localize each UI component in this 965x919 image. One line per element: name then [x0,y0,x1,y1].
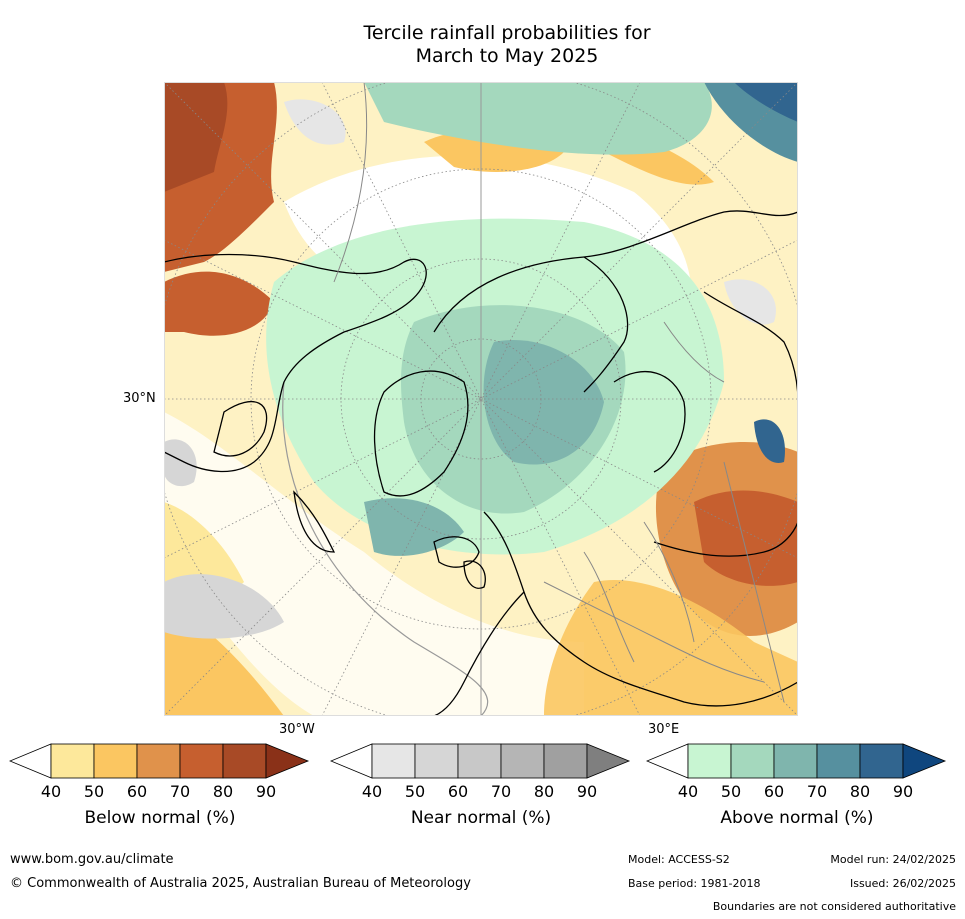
website-link[interactable]: www.bom.gov.au/climate [10,852,174,867]
colorbar-segment [687,743,732,779]
colorbar-tick-label: 90 [576,782,598,801]
colorbar-segment [816,743,861,779]
colorbar-extend-low [9,743,52,779]
colorbar-segment [457,743,502,779]
colorbar-tick-label: 70 [806,782,828,801]
model-run-text: Model run: 24/02/2025 [830,853,956,866]
colorbar-tick-label: 40 [40,782,62,801]
colorbar-extend-low [646,743,689,779]
map-title-line2: March to May 2025 [415,45,599,67]
colorbar-tick-label: 60 [126,782,148,801]
colorbar-segment [730,743,775,779]
copyright-text: © Commonwealth of Australia 2025, Austra… [10,876,471,891]
colorbar-segment [773,743,818,779]
near-normal-title: Near normal (%) [410,808,552,828]
colorbar-tick-label: 90 [892,782,914,801]
colorbar-tick-label: 80 [533,782,555,801]
near-normal-colorbar [330,743,632,779]
model-text: Model: ACCESS-S2 [628,853,730,866]
colorbar-tick-label: 50 [83,782,105,801]
above-normal-title: Above normal (%) [720,808,874,828]
colorbar-tick-label: 40 [677,782,699,801]
below-normal-title: Below normal (%) [84,808,236,828]
colorbar-extend-high [586,743,631,779]
colorbar-tick-label: 70 [169,782,191,801]
colorbar-tick-label: 60 [447,782,469,801]
colorbar-segment [543,743,588,779]
colorbar-tick-label: 60 [763,782,785,801]
colorbar-tick-label: 70 [490,782,512,801]
colorbar-tick-label: 50 [720,782,742,801]
colorbar-segment [179,743,224,779]
colorbar-extend-low [330,743,373,779]
colorbar-tick-label: 40 [361,782,383,801]
colorbar-extend-high [265,743,310,779]
colorbar-segment [136,743,181,779]
lon-30e-label: 30°E [648,722,680,737]
colorbar-tick-label: 90 [255,782,277,801]
colorbar-tick-label: 80 [212,782,234,801]
coastlines [164,210,798,716]
colorbar-segment [414,743,459,779]
disclaimer-text: Boundaries are not considered authoritat… [712,900,956,913]
above-normal-colorbar [646,743,948,779]
issued-text: Issued: 26/02/2025 [849,877,956,890]
colorbar-tick-label: 80 [849,782,871,801]
colorbar-segment [371,743,416,779]
colorbar-segment [222,743,267,779]
colorbar-segment [93,743,138,779]
colorbar-segment [859,743,904,779]
base-period-text: Base period: 1981-2018 [628,877,761,890]
colorbar-segment [500,743,545,779]
map-title-line1: Tercile rainfall probabilities for [363,22,651,44]
country-boundaries [333,82,785,703]
lat-30n-label: 30°N [123,391,156,406]
colorbar-extend-high [902,743,947,779]
colorbar-segment [50,743,95,779]
colorbar-tick-label: 50 [404,782,426,801]
lon-30w-label: 30°W [279,722,315,737]
rainfall-probability-map [164,82,798,716]
below-normal-colorbar [9,743,311,779]
